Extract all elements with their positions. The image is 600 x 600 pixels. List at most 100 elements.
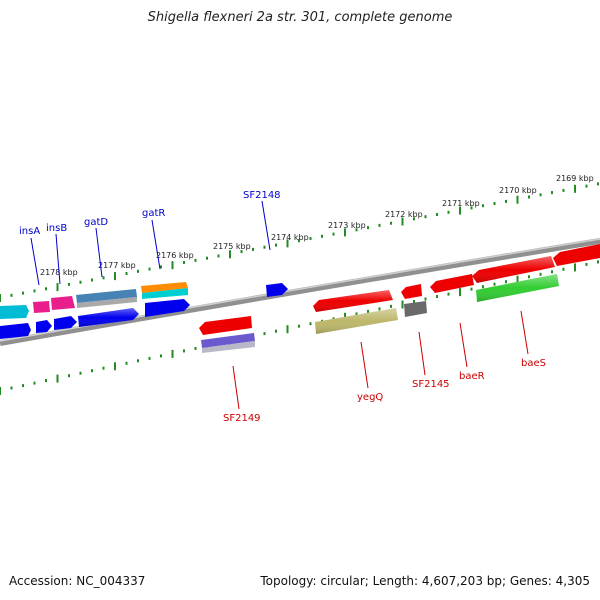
scale-minor-tick	[33, 289, 36, 293]
scale-minor-tick	[160, 265, 162, 269]
scale-major-tick	[574, 184, 576, 193]
genome-backbone	[0, 238, 600, 346]
gene-feature[interactable]	[201, 333, 255, 348]
scale-minor-tick	[493, 202, 496, 205]
gene-feature[interactable]	[199, 316, 252, 335]
scale-minor-tick	[413, 217, 415, 221]
gene-feature[interactable]	[36, 320, 52, 333]
gene-label-SF2145[interactable]: SF2145	[412, 379, 450, 390]
scale-minor-tick	[562, 267, 565, 271]
scale-minor-tick	[125, 361, 128, 365]
leader-line	[151, 219, 161, 270]
scale-labels: 2178 kbp 2177 kbp 2176 kbp 2175 kbp 2174…	[40, 174, 594, 277]
scale-major-tick	[459, 206, 461, 215]
scale-label: 2173 kbp	[328, 221, 366, 230]
gene-feature[interactable]	[33, 301, 50, 313]
scale-major-tick	[56, 283, 59, 292]
scale-minor-tick	[447, 210, 450, 214]
gene-label-baeR[interactable]: baeR	[459, 371, 485, 382]
scale-minor-tick	[309, 322, 312, 326]
scale-minor-tick	[79, 371, 82, 375]
scale-label: 2169 kbp	[556, 174, 594, 183]
scale-minor-tick	[505, 280, 507, 284]
scale-major-tick	[344, 312, 346, 321]
gene-label-gatD[interactable]: gatD	[84, 217, 108, 228]
shading	[78, 308, 139, 327]
scale-minor-tick	[528, 275, 530, 279]
gene-feature[interactable]	[0, 305, 29, 319]
scale-major-tick	[574, 263, 576, 272]
scale-minor-tick	[298, 239, 300, 243]
scale-minor-tick	[183, 261, 185, 264]
scale-minor-tick	[148, 267, 151, 271]
gene-feature[interactable]	[141, 282, 188, 293]
scale-major-tick	[171, 261, 174, 270]
leader-line	[459, 322, 468, 368]
scale-major-tick	[459, 288, 461, 297]
scale-minor-tick	[275, 243, 277, 247]
leader-line	[360, 341, 369, 389]
accession-text: Accession: NC_004337	[9, 574, 146, 588]
scale-minor-tick	[45, 379, 47, 383]
scale-minor-tick	[482, 285, 484, 289]
scale-minor-tick	[22, 384, 24, 388]
scale-major-tick	[401, 217, 404, 226]
scale-minor-tick	[309, 237, 312, 240]
scale-major-tick	[401, 300, 404, 309]
gene-feature[interactable]	[142, 288, 188, 299]
gene-feature[interactable]	[202, 341, 255, 353]
gene-feature[interactable]	[145, 299, 190, 317]
gene-label-baeS[interactable]: baeS	[521, 358, 546, 369]
scale-minor-tick	[539, 272, 542, 276]
gene-label-insB[interactable]: insB	[46, 223, 67, 234]
leader-line	[232, 365, 240, 410]
scale-minor-tick	[551, 191, 553, 195]
scale-label: 2174 kbp	[271, 233, 309, 242]
scale-minor-tick	[585, 262, 588, 266]
scale-minor-tick	[413, 300, 415, 303]
scale-minor-tick	[332, 232, 335, 236]
scale-minor-tick	[355, 312, 358, 316]
scale-minor-tick	[355, 228, 358, 232]
scale-minor-tick	[562, 188, 565, 192]
gene-label-yegQ[interactable]: yegQ	[357, 392, 383, 403]
gene-feature[interactable]	[266, 283, 288, 297]
scale-minor-tick	[217, 254, 220, 258]
scale-label: 2176 kbp	[156, 251, 194, 260]
scale-label: 2177 kbp	[98, 261, 136, 270]
scale-minor-tick	[137, 269, 139, 273]
scale-major-tick	[0, 387, 1, 395]
scale-minor-tick	[378, 307, 381, 311]
scale-minor-tick	[275, 329, 277, 333]
leader-line	[55, 233, 61, 285]
gene-label-SF2148[interactable]: SF2148	[243, 190, 281, 201]
scale-label: 2175 kbp	[213, 242, 251, 251]
gene-feature[interactable]	[553, 244, 600, 266]
scale-major-tick	[229, 250, 231, 259]
feature-shading	[78, 256, 559, 334]
scale-minor-tick	[252, 247, 254, 251]
scale-minor-tick	[597, 260, 599, 264]
gene-feature[interactable]	[54, 316, 77, 330]
scale-minor-tick	[240, 250, 243, 254]
scale-minor-tick	[148, 356, 151, 360]
leader-line	[520, 310, 529, 355]
gene-feature[interactable]	[430, 274, 474, 293]
gene-feature[interactable]	[51, 296, 75, 310]
gene-feature[interactable]	[76, 289, 137, 303]
gene-label-gatR[interactable]: gatR	[142, 208, 165, 219]
scale-minor-tick	[91, 369, 93, 373]
scale-minor-tick	[482, 204, 484, 208]
gene-label-insA[interactable]: insA	[19, 226, 40, 237]
scale-minor-tick	[102, 366, 105, 370]
gene-feature[interactable]	[404, 301, 427, 317]
gene-feature[interactable]	[401, 284, 422, 299]
gene-label-SF2149[interactable]: SF2149	[223, 413, 261, 424]
gene-feature[interactable]	[0, 323, 31, 339]
scale-minor-tick	[102, 276, 105, 280]
scale-label: 2172 kbp	[385, 210, 423, 219]
scale-minor-tick	[194, 347, 197, 350]
scale-minor-tick	[137, 359, 139, 363]
gene-feature[interactable]	[77, 297, 137, 308]
